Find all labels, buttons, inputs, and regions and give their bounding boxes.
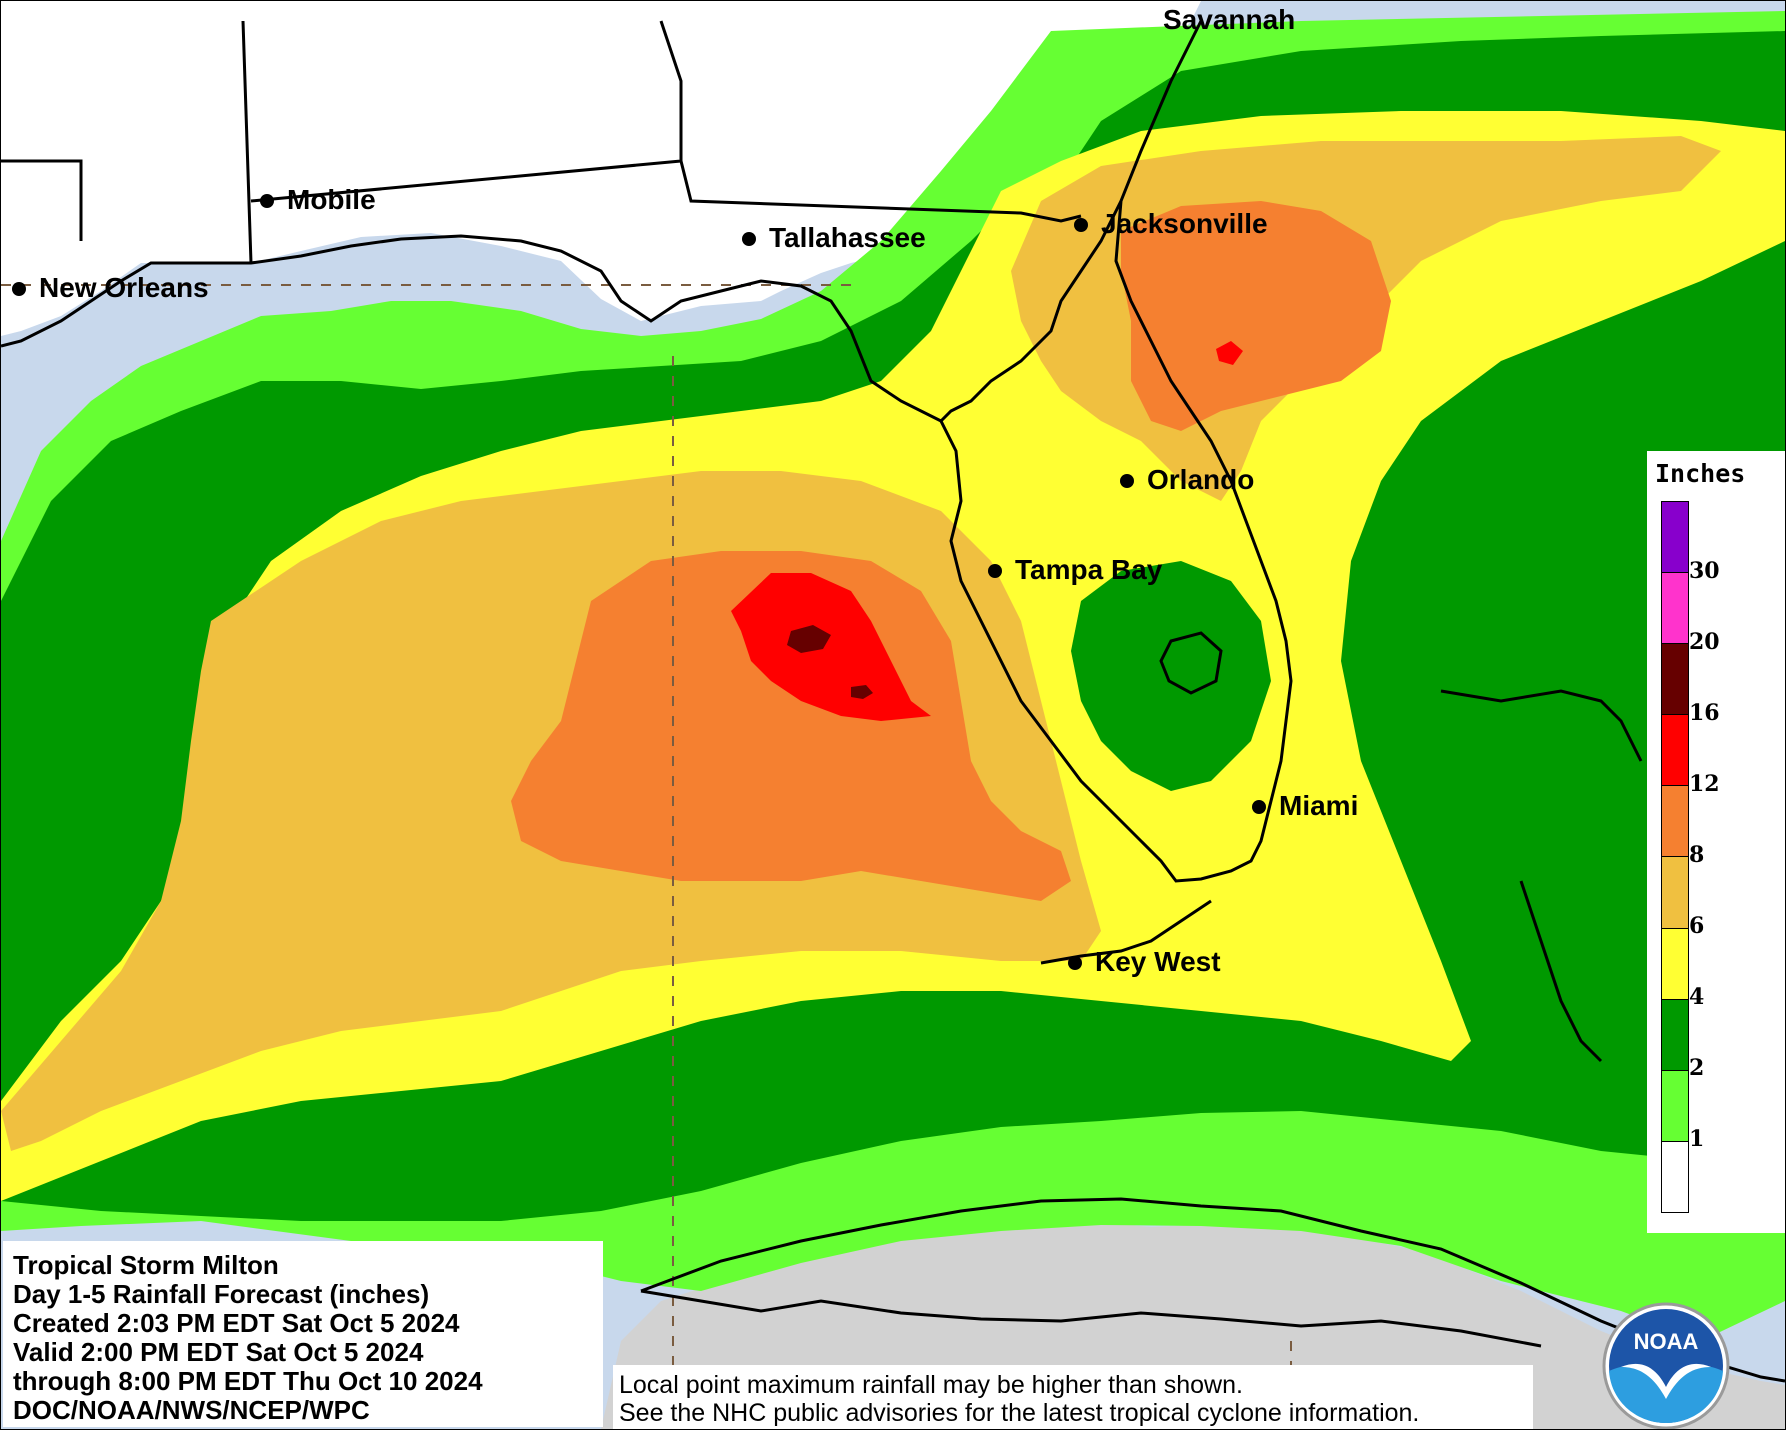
legend-tick: 4 <box>1689 984 1705 1010</box>
logo-wing <box>1621 1363 1711 1399</box>
legend-swatch <box>1662 502 1688 574</box>
city-orlando: Orlando <box>1120 464 1254 495</box>
legend-color-bar <box>1661 501 1689 1213</box>
city-savannah: Savannah <box>1163 4 1295 35</box>
city-label: Savannah <box>1163 4 1295 35</box>
disclaimer-line: Local point maximum rainfall may be high… <box>619 1371 1243 1399</box>
lake-okeechobee <box>1159 631 1223 695</box>
legend-tick: 20 <box>1689 629 1720 655</box>
noaa-logo: NOAA <box>1602 1302 1730 1429</box>
legend-tick: 30 <box>1689 558 1720 584</box>
rain-16in <box>787 625 873 699</box>
city-key-west: Key West <box>1068 946 1221 977</box>
city-dot <box>12 282 26 296</box>
city-tallahassee: Tallahassee <box>742 222 926 253</box>
city-dot <box>1252 800 1266 814</box>
legend-swatch <box>1662 928 1688 1000</box>
source-credit: DOC/NOAA/NWS/NCEP/WPC <box>13 1395 370 1425</box>
city-label: Tampa Bay <box>1015 554 1163 585</box>
legend-swatch <box>1662 644 1688 716</box>
rainfall-legend: Inches 30 20 16 12 8 6 4 2 1 <box>1647 451 1785 1233</box>
legend-tick: 1 <box>1689 1126 1705 1152</box>
rain-12in <box>731 341 1243 721</box>
legend-swatch <box>1662 857 1688 929</box>
state-borders <box>1 20 1203 264</box>
legend-tick: 8 <box>1689 842 1705 868</box>
city-miami: Miami <box>1252 790 1358 821</box>
forecast-info-box: Tropical Storm Milton Day 1-5 Rainfall F… <box>3 1241 603 1427</box>
city-label: Orlando <box>1147 464 1254 495</box>
forecast-title: Day 1-5 Rainfall Forecast (inches) <box>13 1279 430 1309</box>
rain-2in-inland <box>1071 561 1271 791</box>
legend-tick: 16 <box>1689 700 1720 726</box>
city-new-orleans: New Orleans <box>12 272 209 303</box>
coastlines <box>1 20 1785 1383</box>
legend-tick: 6 <box>1689 913 1705 939</box>
city-label: Miami <box>1279 790 1358 821</box>
gulf-coastline <box>1 234 942 423</box>
city-dot <box>742 232 756 246</box>
rain-8in <box>511 201 1391 901</box>
city-dot <box>1068 956 1082 970</box>
city-label: New Orleans <box>39 272 209 303</box>
legend-swatch <box>1662 573 1688 645</box>
city-jacksonville: Jacksonville <box>1074 208 1268 239</box>
bahamas-outline <box>1440 689 1643 1063</box>
valid-end: through 8:00 PM EDT Thu Oct 10 2024 <box>13 1366 483 1396</box>
legend-swatch <box>1662 1141 1688 1212</box>
legend-title: Inches <box>1655 459 1746 488</box>
legend-swatch <box>1662 786 1688 858</box>
florida-coastline <box>939 200 1293 883</box>
city-label: Key West <box>1095 946 1221 977</box>
city-dot <box>1120 474 1134 488</box>
city-dot <box>1074 218 1088 232</box>
legend-swatch <box>1662 715 1688 787</box>
city-dot <box>988 564 1002 578</box>
logo-text: NOAA <box>1634 1329 1699 1354</box>
storm-name: Tropical Storm Milton <box>13 1250 279 1280</box>
legend-swatch <box>1662 999 1688 1071</box>
legend-tick: 2 <box>1689 1055 1705 1081</box>
city-label: Mobile <box>287 184 376 215</box>
legend-tick: 12 <box>1689 771 1720 797</box>
city-tampa-bay: Tampa Bay <box>988 554 1163 585</box>
cities: Savannah Mobile Tallahassee New Orleans … <box>12 4 1358 977</box>
created-time: Created 2:03 PM EDT Sat Oct 5 2024 <box>13 1308 460 1338</box>
city-dot <box>260 194 274 208</box>
city-mobile: Mobile <box>260 184 376 215</box>
city-label: Jacksonville <box>1101 208 1268 239</box>
city-label: Tallahassee <box>769 222 926 253</box>
legend-swatch <box>1662 1070 1688 1142</box>
valid-start: Valid 2:00 PM EDT Sat Oct 5 2024 <box>13 1337 424 1367</box>
disclaimer-box: Local point maximum rainfall may be high… <box>613 1365 1533 1429</box>
disclaimer-line: See the NHC public advisories for the la… <box>619 1399 1420 1427</box>
